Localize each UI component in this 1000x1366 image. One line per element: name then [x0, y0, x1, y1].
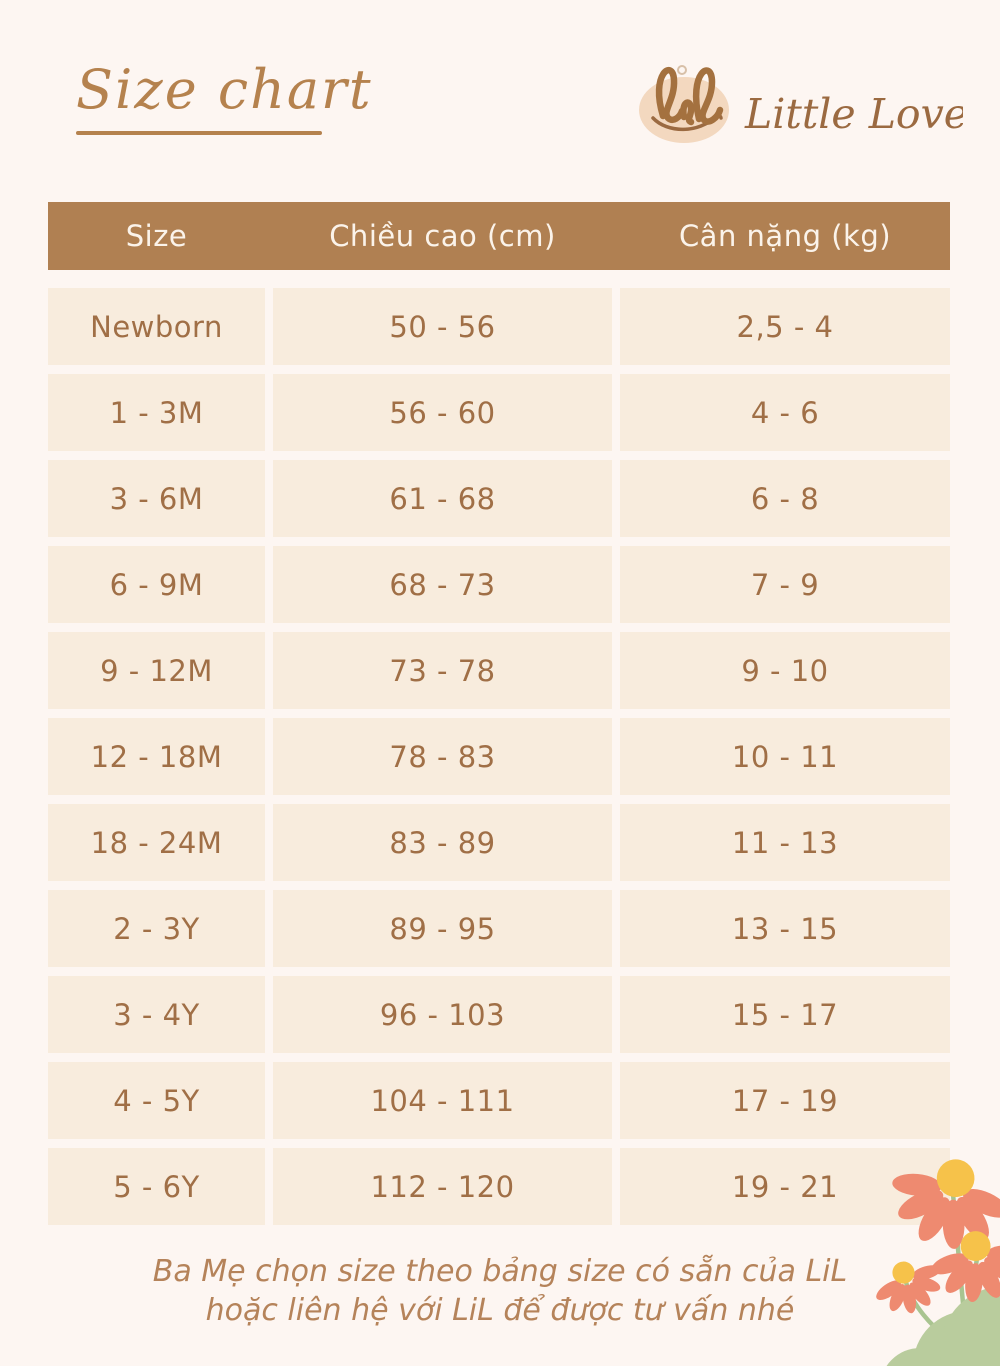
- table-row: 9 - 12M 73 - 78 9 - 10: [48, 632, 950, 709]
- header-cell-weight: Cân nặng (kg): [678, 219, 892, 253]
- table-cell-height: 50 - 56: [273, 288, 612, 365]
- table-cell-size: 12 - 18M: [48, 718, 265, 795]
- flower-decoration-icon: [865, 1143, 1000, 1366]
- note-line-1: Ba Mẹ chọn size theo bảng size có sẵn củ…: [152, 1254, 848, 1289]
- table-cell-weight: 10 - 11: [620, 718, 950, 795]
- table-cell-weight: 4 - 6: [620, 374, 950, 451]
- table-cell-height: 56 - 60: [273, 374, 612, 451]
- table-header: Size Chiều cao (cm) Cân nặng (kg): [48, 202, 950, 270]
- table-cell-size: 9 - 12M: [48, 632, 265, 709]
- table-cell-weight: 15 - 17: [620, 976, 950, 1053]
- table-cell-weight: 9 - 10: [620, 632, 950, 709]
- table-cell-height: 96 - 103: [273, 976, 612, 1053]
- table-cell-weight: 2,5 - 4: [620, 288, 950, 365]
- brand-logo: Little Love: [633, 32, 968, 167]
- table-row: 1 - 3M 56 - 60 4 - 6: [48, 374, 950, 451]
- table-cell-size: 18 - 24M: [48, 804, 265, 881]
- brand-name: Little Love: [744, 90, 963, 138]
- table-row: 18 - 24M 83 - 89 11 - 13: [48, 804, 950, 881]
- table-cell-size: Newborn: [48, 288, 265, 365]
- table-cell-size: 3 - 4Y: [48, 976, 265, 1053]
- size-table: Size Chiều cao (cm) Cân nặng (kg) Newbor…: [48, 202, 950, 1234]
- table-cell-height: 89 - 95: [273, 890, 612, 967]
- table-cell-weight: 7 - 9: [620, 546, 950, 623]
- table-cell-height: 83 - 89: [273, 804, 612, 881]
- table-cell-weight: 17 - 19: [620, 1062, 950, 1139]
- header-cell-size: Size: [125, 219, 188, 253]
- footer-note: Ba Mẹ chọn size theo bảng size có sẵn củ…: [0, 1252, 1000, 1330]
- table-row: Newborn 50 - 56 2,5 - 4: [48, 288, 950, 365]
- table-cell-size: 3 - 6M: [48, 460, 265, 537]
- lil-face-icon: Little Love: [639, 65, 968, 143]
- page-title: Size chart: [76, 58, 373, 121]
- table-cell-height: 104 - 111: [273, 1062, 612, 1139]
- table-body: Newborn 50 - 56 2,5 - 4 1 - 3M 56 - 60 4…: [48, 288, 950, 1225]
- table-cell-height: 78 - 83: [273, 718, 612, 795]
- logo-i-dot: [677, 65, 687, 75]
- flower-bush: [886, 1286, 1000, 1366]
- table-cell-size: 1 - 3M: [48, 374, 265, 451]
- header-cell-height: Chiều cao (cm): [329, 219, 556, 253]
- table-cell-size: 5 - 6Y: [48, 1148, 265, 1225]
- table-row: 3 - 6M 61 - 68 6 - 8: [48, 460, 950, 537]
- table-cell-weight: 13 - 15: [620, 890, 950, 967]
- table-row: 4 - 5Y 104 - 111 17 - 19: [48, 1062, 950, 1139]
- note-line-2: hoặc liên hệ với LiL để được tư vấn nhé: [205, 1293, 795, 1328]
- table-cell-size: 6 - 9M: [48, 546, 265, 623]
- table-cell-size: 4 - 5Y: [48, 1062, 265, 1139]
- table-row: 5 - 6Y 112 - 120 19 - 21: [48, 1148, 950, 1225]
- table-cell-size: 2 - 3Y: [48, 890, 265, 967]
- table-cell-weight: 11 - 13: [620, 804, 950, 881]
- title-underline: [76, 131, 322, 135]
- table-cell-height: 73 - 78: [273, 632, 612, 709]
- logo-lil-script: [655, 66, 724, 126]
- table-row: 2 - 3Y 89 - 95 13 - 15: [48, 890, 950, 967]
- table-row: 12 - 18M 78 - 83 10 - 11: [48, 718, 950, 795]
- table-cell-height: 112 - 120: [273, 1148, 612, 1225]
- table-row: 6 - 9M 68 - 73 7 - 9: [48, 546, 950, 623]
- table-cell-height: 61 - 68: [273, 460, 612, 537]
- table-cell-height: 68 - 73: [273, 546, 612, 623]
- page-title-block: Size chart: [76, 58, 373, 135]
- table-row: 3 - 4Y 96 - 103 15 - 17: [48, 976, 950, 1053]
- table-cell-weight: 6 - 8: [620, 460, 950, 537]
